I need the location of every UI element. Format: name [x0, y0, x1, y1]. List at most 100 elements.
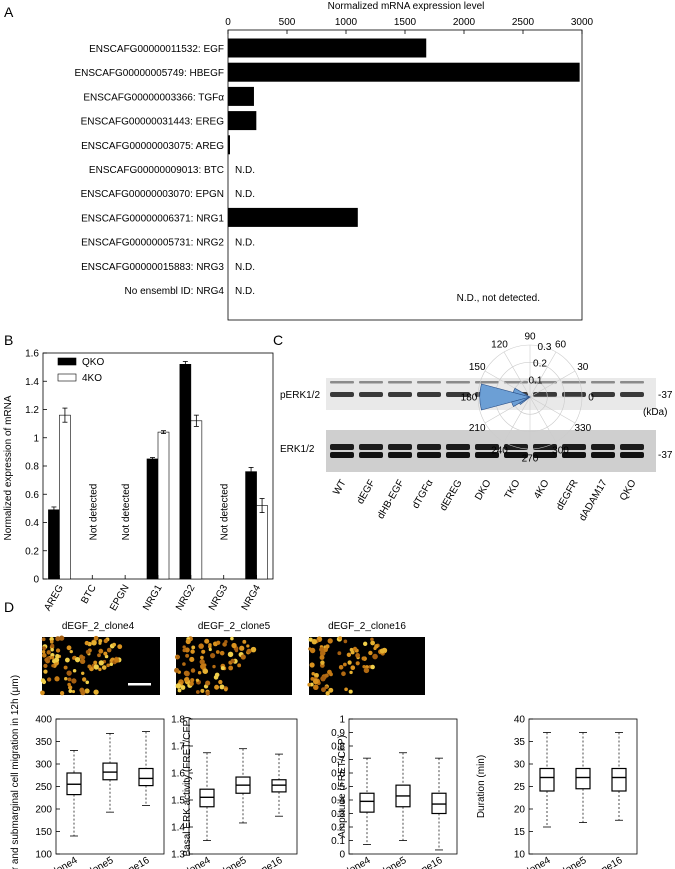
cell-clone4-64 [79, 658, 86, 665]
blot-bands [330, 381, 644, 458]
y-tick-label-migration-350: 350 [35, 737, 52, 748]
bar-4ko-areg [59, 414, 71, 580]
x-tick-label-0: 0 [225, 17, 231, 28]
cell-clone4-94 [98, 641, 102, 645]
cell-clone5-134 [175, 683, 181, 689]
cell-clone5-22 [219, 684, 225, 690]
cell-clone4-85 [50, 643, 55, 648]
bar-egf [228, 38, 427, 58]
x-tick-label-nrg2: NRG2 [174, 583, 198, 613]
y-tick-label-duration-15: 15 [514, 827, 526, 838]
cell-clone5-140 [189, 656, 195, 663]
band-erk-lower-4ko [533, 452, 557, 458]
cell-clone4-92 [97, 653, 101, 658]
cell-clone16-123 [355, 661, 360, 666]
boxplot-basal-erk: Basal ERK activity (FRET/CFP)1.3 1.4 1.5 1.… [144, 715, 298, 869]
cell-clone16-113 [325, 644, 330, 649]
cell-clone16-2 [343, 639, 348, 644]
cell-clone4-58 [117, 644, 123, 650]
panel-b-bars: Not detected Not detected Not detected [48, 361, 268, 580]
cell-clone16-64 [374, 644, 379, 649]
cell-clone5-1 [210, 653, 216, 659]
box-duration-degf-2-clone4 [539, 767, 555, 792]
cell-clone4-132 [68, 689, 73, 694]
cell-clone4-91 [103, 638, 108, 644]
box-migration-degf-2-clone16 [138, 767, 154, 787]
y-tick-label-migration-400: 400 [35, 715, 52, 726]
x-tick-label-btc: BTC [79, 583, 99, 606]
band-erk-upper-dhb-egf [388, 444, 412, 450]
nd-label-epgn: N.D. [235, 189, 255, 200]
cell-clone16-142 [320, 675, 326, 682]
cell-clone16-45 [344, 687, 348, 692]
band-erk-upper-dadam17 [591, 444, 615, 450]
blot-strip-erk [326, 430, 656, 472]
cell-clone5-70 [201, 649, 206, 654]
cell-clone16-97 [361, 656, 366, 661]
cell-clone4-66 [87, 664, 92, 669]
y-tick-label-amplitude-0: 0 [339, 850, 345, 861]
cell-clone5-61 [230, 658, 235, 664]
cell-clone4-80 [72, 669, 77, 673]
blot-row-label-erk: ERK1/2 [280, 444, 315, 455]
y-label-duration: Duration (min) [476, 755, 487, 818]
panel-b-chart: Normalized expression of mRNA 0 0.2 0.4 0.6… [3, 349, 274, 613]
y-tick-label-1-4: 1.4 [25, 377, 39, 388]
cell-clone16-111 [350, 665, 356, 671]
band-perk-dhb-egf [388, 392, 412, 397]
x-tick-label-epgn: EPGN [108, 583, 132, 613]
not-detected-label-btc: Not detected [88, 484, 99, 541]
cell-clone16-67 [346, 652, 352, 658]
lane-label-tko: TKO [503, 478, 523, 501]
lane-label-dko: DKO [473, 478, 493, 502]
band-perk-dereg [446, 392, 470, 397]
panel-label-b: B [4, 332, 13, 348]
cell-clone4-116 [64, 677, 68, 681]
nd-label-nrg2: N.D. [235, 238, 255, 249]
cell-clone4-18 [93, 660, 98, 665]
cell-clone16-19 [363, 641, 368, 646]
y-tick-label-basal-erk-1-5: 1.5 [171, 796, 185, 807]
cell-clone4-98 [59, 635, 65, 641]
lane-label-degfr: dEGFR [554, 478, 580, 512]
cell-clone5-114 [177, 688, 182, 693]
cell-clone16-99 [350, 650, 355, 655]
nd-label-nrg3: N.D. [235, 262, 255, 273]
cell-clone16-71 [348, 689, 353, 694]
y-tick-label-0: 0 [33, 575, 39, 586]
legend-label-qko: QKO [82, 357, 104, 368]
band-erk-lower-dereg [446, 452, 470, 458]
polar-angle-label-210: 210 [469, 423, 486, 434]
cell-clone5-120 [184, 677, 190, 683]
gene-label-ereg: ENSCAFG00000031443: EREG [81, 117, 225, 128]
cell-clone16-100 [372, 653, 378, 660]
band-erk-lower-dko [475, 452, 499, 458]
band-perk-4ko [533, 392, 557, 397]
band-erk-lower-wt [330, 452, 354, 458]
band-perk-upper-dko [475, 381, 499, 384]
y-tick-label-0-2: 0.2 [25, 546, 39, 557]
cell-clone5-65 [227, 651, 234, 658]
x-tick-label-3000: 3000 [571, 17, 594, 28]
cell-clone4-139 [51, 664, 55, 668]
band-perk-upper-wt [330, 381, 354, 384]
panel-d: dEGF_2_clone4 dEGF_2_clone5 dEGF_2_clone… [10, 332, 638, 869]
cell-clone16-132 [312, 678, 319, 685]
band-erk-upper-dtgf [417, 444, 441, 450]
cell-clone5-32 [197, 670, 202, 675]
boxplot-duration: Duration (min)10152025303540dEGF_2_clone… [476, 715, 638, 869]
cell-clone5-42 [224, 687, 228, 692]
cell-clone4-127 [85, 680, 90, 685]
cell-clone5-117 [214, 684, 220, 690]
y-tick-label-amplitude-0-9: 0.9 [331, 728, 345, 739]
y-label-migration: Leader and submarginal cell migration in… [10, 675, 21, 869]
cell-clone5-137 [246, 648, 252, 654]
y-tick-label-1: 1 [33, 433, 39, 444]
y-tick-label-0-8: 0.8 [25, 462, 39, 473]
band-erk-lower-degfr [562, 452, 586, 458]
cell-clone16-126 [323, 647, 328, 652]
y-tick-label-0-4: 0.4 [25, 518, 39, 529]
polar-angle-label-90: 90 [524, 332, 536, 343]
y-tick-label-basal-erk-1-8: 1.8 [171, 715, 185, 726]
